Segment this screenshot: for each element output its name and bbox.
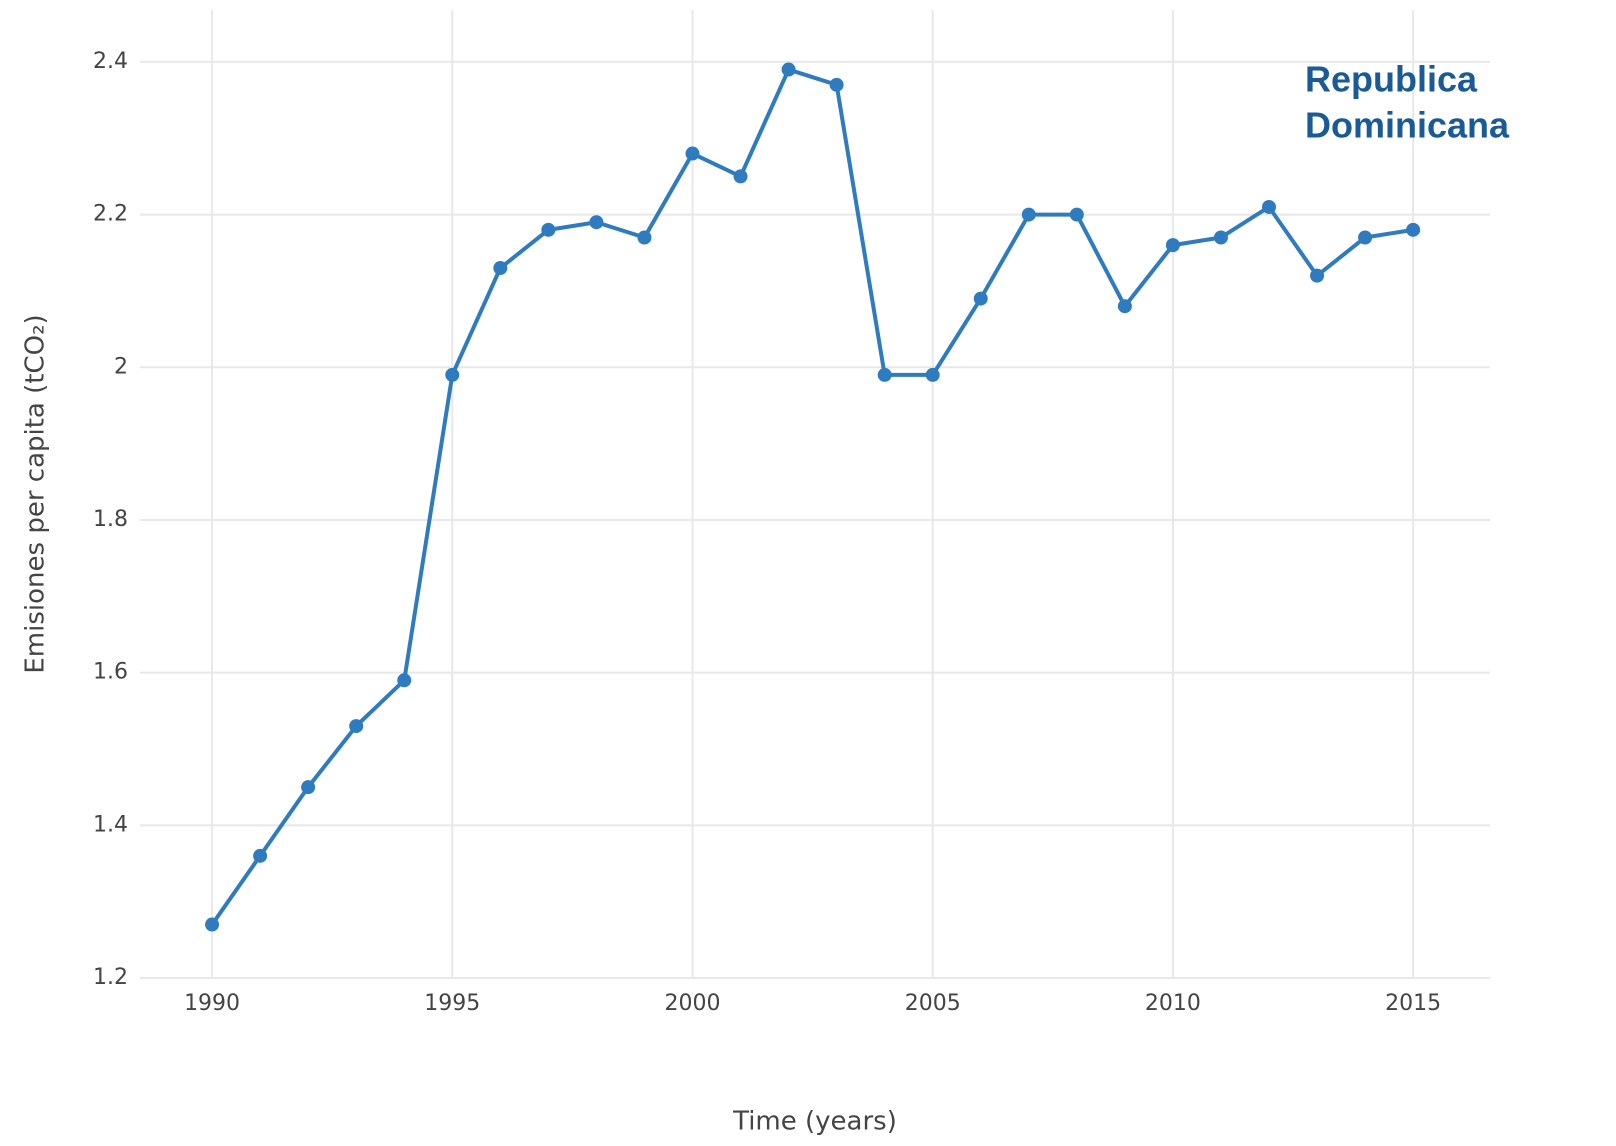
y-tick-label: 1.4 — [93, 812, 128, 837]
x-tick-label: 2000 — [664, 991, 720, 1016]
data-point — [685, 146, 700, 161]
x-tick-label: 2005 — [905, 991, 961, 1016]
y-tick-label: 1.6 — [93, 660, 128, 685]
data-point — [973, 291, 988, 306]
y-axis-title: Emisiones per capita (tCO₂) — [21, 314, 51, 673]
x-axis-title: Time (years) — [732, 1107, 897, 1137]
data-point — [349, 719, 364, 734]
data-point — [445, 367, 460, 382]
data-point — [1165, 238, 1180, 253]
data-point — [397, 673, 412, 688]
x-tick-label: 2010 — [1145, 991, 1201, 1016]
data-point — [637, 230, 652, 245]
data-point — [733, 169, 748, 184]
data-point — [1310, 268, 1325, 283]
series-line — [210, 67, 1414, 926]
y-tick-label: 2.2 — [93, 202, 128, 227]
x-tick-label: 1995 — [424, 991, 480, 1016]
data-point — [253, 848, 268, 863]
data-point — [301, 780, 316, 795]
data-point — [1117, 299, 1132, 314]
data-point — [1358, 230, 1373, 245]
data-point — [829, 77, 844, 92]
data-point — [925, 367, 940, 382]
x-tick-label: 2015 — [1385, 991, 1441, 1016]
y-tick-label: 2.4 — [93, 49, 128, 74]
y-tick-label: 1.8 — [93, 507, 128, 532]
annotation: Republica — [1305, 59, 1478, 100]
data-point — [1069, 207, 1084, 222]
annotation: Dominicana — [1305, 105, 1510, 146]
data-point — [493, 261, 508, 276]
data-point — [1021, 207, 1036, 222]
data-point — [205, 917, 220, 932]
data-point — [1262, 199, 1277, 214]
x-tick-label: 1990 — [184, 991, 240, 1016]
y-tick-label: 2 — [114, 354, 128, 379]
data-point — [1406, 222, 1421, 237]
data-point — [1213, 230, 1228, 245]
data-point — [589, 215, 604, 230]
data-point — [541, 222, 556, 237]
data-point — [781, 62, 796, 77]
data-point — [877, 367, 892, 382]
y-tick-label: 1.2 — [93, 965, 128, 990]
